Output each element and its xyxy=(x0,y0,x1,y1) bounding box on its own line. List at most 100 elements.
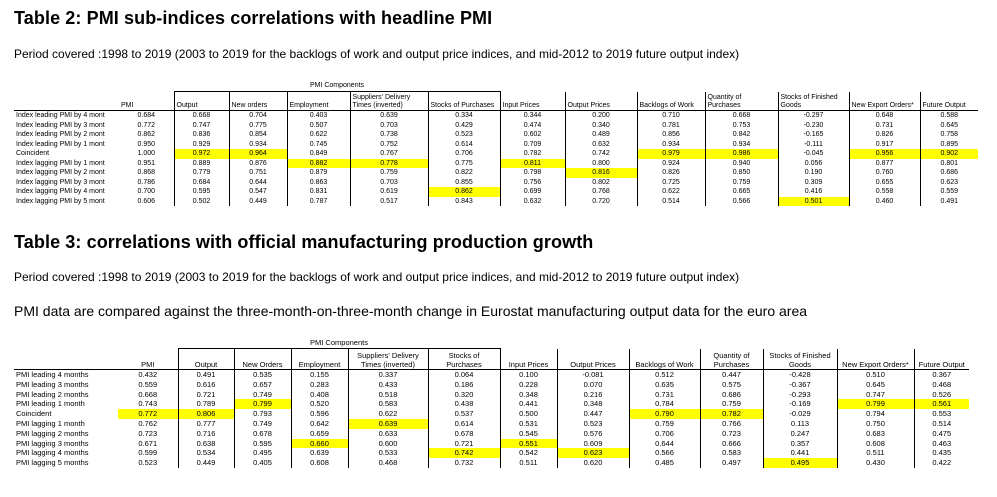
table3-value-cell: 0.762 xyxy=(138,418,158,428)
table3-value-cell: 0.337 xyxy=(347,369,428,380)
table3-col-header xyxy=(14,348,118,370)
table3-value-cell: 0.806 xyxy=(177,409,234,419)
table2-value-cell: 0.798 xyxy=(499,168,565,178)
table3-value-cell: 0.433 xyxy=(347,379,428,390)
table2-value-cell: 0.822 xyxy=(427,168,500,178)
table2-value-cell: 0.781 xyxy=(636,120,705,130)
table2-value-cell: 0.811 xyxy=(499,158,565,168)
table3-row: PMI lagging 2 months 0.723 0.716 0.678 0.659… xyxy=(14,428,969,439)
table2-value-cell: 0.622 xyxy=(636,187,705,197)
table3-value-cell: 0.747 xyxy=(836,389,914,400)
table3-value-cell: 0.732 xyxy=(427,458,500,468)
table2-value-cell: 0.489 xyxy=(564,130,637,140)
table3-row-label: Coincident xyxy=(16,409,52,419)
table3-value-cell: 0.523 xyxy=(138,458,158,468)
table2-group-empty xyxy=(637,81,705,92)
table2-value-cell: 0.929 xyxy=(173,139,229,149)
table2-period: Period covered :1998 to 2019 (2003 to 20… xyxy=(14,47,740,61)
table2-value-cell: 0.882 xyxy=(286,158,350,168)
table2-col-header: Employment xyxy=(286,91,350,111)
table2-value-cell: 0.704 xyxy=(228,110,287,121)
table2-value-cell: 0.668 xyxy=(704,110,778,121)
table3-value-cell: 0.518 xyxy=(347,389,428,400)
table3-value-cell: 0.575 xyxy=(699,379,763,390)
table3-value-cell: 0.348 xyxy=(556,399,629,410)
table3-value-cell: 0.583 xyxy=(347,399,428,410)
table3-row-label: PMI leading 2 months xyxy=(16,389,89,399)
table3-value-cell: 0.759 xyxy=(628,418,700,429)
table3-value-cell: 0.686 xyxy=(699,389,763,400)
table3-group-spacer xyxy=(118,338,178,349)
table2-value-cell: -0.111 xyxy=(777,139,849,149)
table2-value-cell: 0.753 xyxy=(704,120,778,130)
table3-value-cell: 0.545 xyxy=(499,428,557,439)
table2-value-cell: 0.449 xyxy=(228,196,287,206)
table3-col-header: New Orders xyxy=(233,348,291,370)
table3-value-cell: 0.609 xyxy=(556,438,629,449)
table2-value-cell: 0.648 xyxy=(848,110,920,121)
table3-value-cell: 0.666 xyxy=(699,438,763,449)
table2-value-cell: 0.602 xyxy=(499,130,565,140)
table2-value-cell: 0.632 xyxy=(499,196,565,206)
table2-value-cell: 0.850 xyxy=(704,168,778,178)
table2-value-cell: 0.979 xyxy=(636,149,705,159)
table3-group-row: PMI Components xyxy=(14,338,969,349)
table2-col-header: Stocks of Purchases xyxy=(427,91,500,111)
table3-value-cell: 0.405 xyxy=(233,458,291,468)
table3-value-cell: 0.638 xyxy=(177,438,234,449)
table3-value-cell: 0.357 xyxy=(762,438,837,449)
table2-value-cell: 0.566 xyxy=(704,196,778,206)
table2-value-cell: 0.826 xyxy=(848,130,920,140)
table2-value-cell: 0.491 xyxy=(919,196,978,206)
table2-value-cell: 0.895 xyxy=(919,139,978,149)
table3-value-cell: 0.782 xyxy=(699,409,763,419)
table2-value-cell: 0.972 xyxy=(173,149,229,159)
table2-value-cell: 0.595 xyxy=(173,187,229,197)
table3-row: PMI leading 1 month 0.743 0.789 0.799 0.520 0… xyxy=(14,399,969,410)
table3-col-header: Input Prices xyxy=(499,348,557,370)
table2-value-cell: 0.501 xyxy=(777,196,849,206)
table2-value-cell: 0.849 xyxy=(286,149,350,159)
table2-value-cell: 0.775 xyxy=(427,158,500,168)
table3-value-cell: 0.533 xyxy=(347,448,428,459)
table3-value-cell: 0.623 xyxy=(556,448,629,459)
table3-value-cell: 0.749 xyxy=(233,418,291,429)
table2-value-cell: 0.986 xyxy=(704,149,778,159)
table3-value-cell: 0.438 xyxy=(427,399,500,410)
table2-group-empty xyxy=(565,81,637,92)
table2-value-cell: 0.190 xyxy=(777,168,849,178)
table2-row: Index lagging PMI by 5 mont 0.606 0.502 0.4… xyxy=(14,196,978,206)
table3-value-cell: 0.600 xyxy=(347,438,428,449)
table3-group-empty xyxy=(629,338,700,349)
table2-row-label: Index leading PMI by 4 mont xyxy=(16,112,105,119)
table3-value-cell: 0.534 xyxy=(177,448,234,459)
table3-value-cell: 0.566 xyxy=(628,448,700,459)
table3-group-empty xyxy=(700,338,763,349)
table3-row-label: PMI leading 4 months xyxy=(16,370,89,379)
table3-value-cell: 0.531 xyxy=(499,418,557,429)
table2-row-label: Index lagging PMI by 5 mont xyxy=(16,197,105,205)
table3-value-cell: 0.678 xyxy=(427,428,500,439)
table2-value-cell: 0.856 xyxy=(636,130,705,140)
table2-value-cell: 0.700 xyxy=(137,188,156,195)
table3-value-cell: -0.029 xyxy=(762,409,837,419)
table3-row: PMI lagging 3 months 0.671 0.638 0.595 0.660… xyxy=(14,438,969,449)
table2-value-cell: 0.655 xyxy=(848,177,920,187)
table2-value-cell: 0.868 xyxy=(137,169,156,176)
table3-row: PMI lagging 1 month 0.762 0.777 0.749 0.642 0… xyxy=(14,418,969,429)
table2-value-cell: 0.843 xyxy=(427,196,500,206)
table3-row: PMI leading 4 months 0.432 0.491 0.535 0.155… xyxy=(14,369,969,380)
table2-value-cell: 0.862 xyxy=(137,131,156,138)
table2-value-cell: 0.831 xyxy=(286,187,350,197)
table3-value-cell: 0.430 xyxy=(836,458,914,468)
table2-value-cell: 0.703 xyxy=(349,177,428,187)
table2-value-cell: 0.800 xyxy=(564,158,637,168)
table3-value-cell: 0.583 xyxy=(699,448,763,459)
table3-value-cell: 0.784 xyxy=(628,399,700,410)
table2-value-cell: 0.703 xyxy=(349,120,428,130)
table3-group-empty xyxy=(763,338,837,349)
table3-value-cell: 0.367 xyxy=(913,369,969,380)
table2-row: Index leading PMI by 3 mont 0.772 0.747 0.7… xyxy=(14,120,978,130)
table3-value-cell: 0.064 xyxy=(427,369,500,380)
table2-value-cell: 0.836 xyxy=(173,130,229,140)
